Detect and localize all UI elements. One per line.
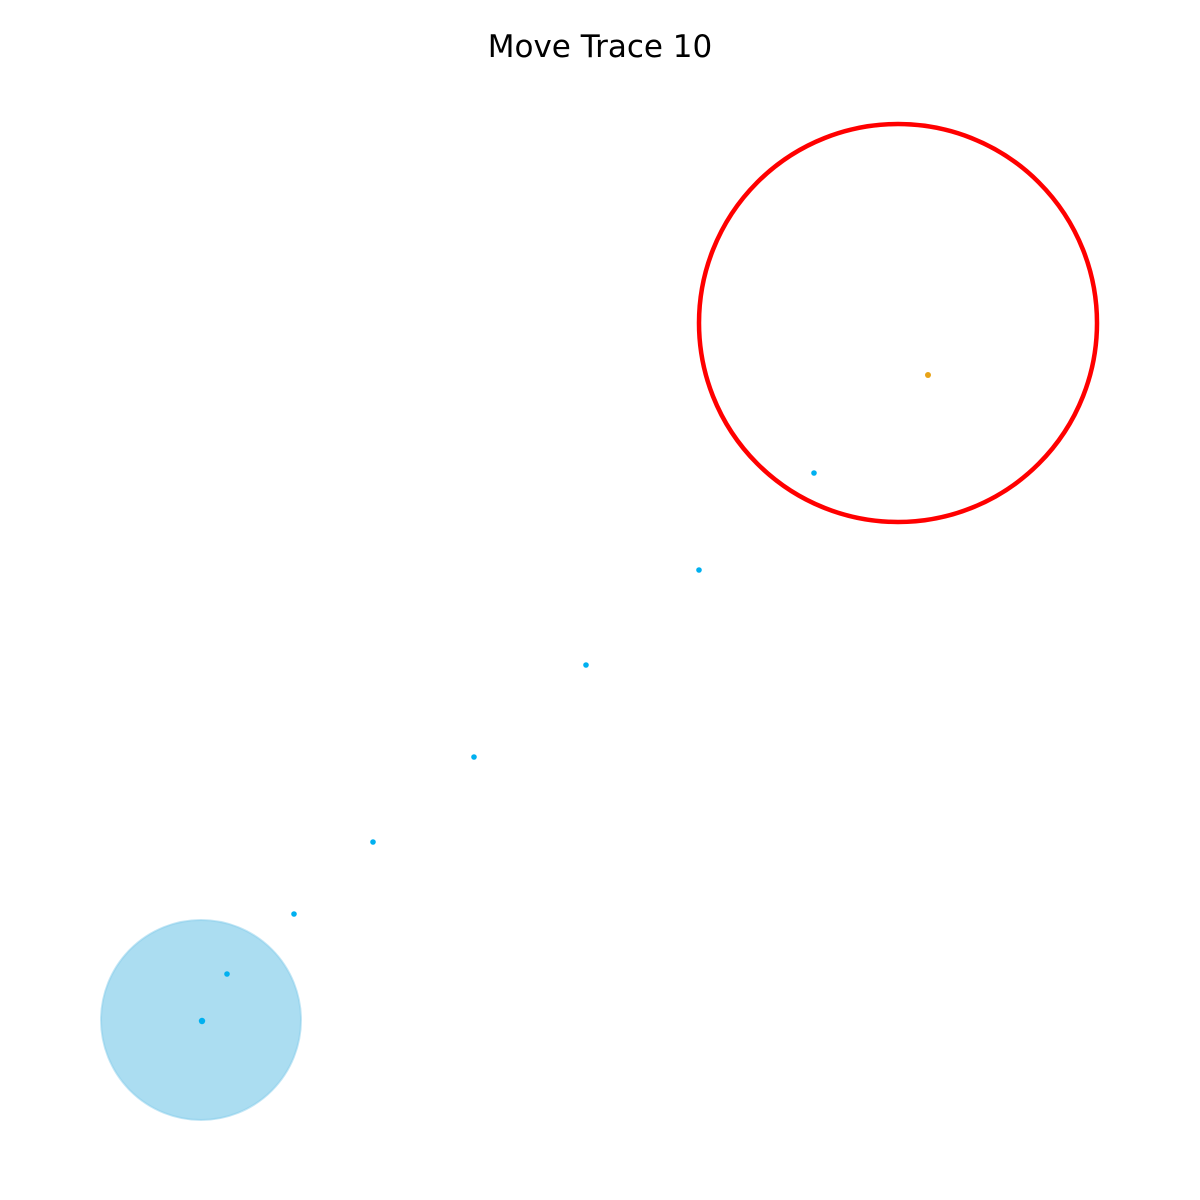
trace-point [224,971,230,977]
trace-point [370,839,376,845]
target-zone-circle [696,121,1100,525]
trace-point [696,567,702,573]
trace-point [583,662,589,668]
target-point [925,372,931,378]
trace-point [811,470,817,476]
chart-title: Move Trace 10 [488,29,713,65]
trace-point [471,754,477,760]
trace-point [198,1017,206,1025]
chart-plot-area [100,121,1100,1121]
trace-point [291,911,297,917]
